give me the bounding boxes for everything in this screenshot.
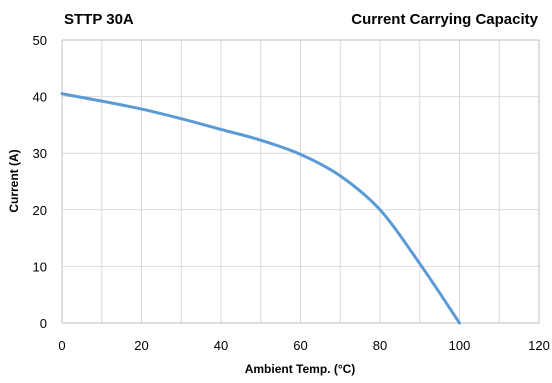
x-tick-label: 0 [58,338,65,353]
grid-layer [61,39,540,324]
x-tick-label: 80 [373,338,387,353]
x-tick-label: 60 [293,338,307,353]
y-tick-label: 10 [33,259,47,274]
x-tick-label: 40 [214,338,228,353]
x-axis-label: Ambient Temp. (°C) [245,362,356,376]
y-tick-label: 0 [40,316,47,331]
x-tick-label: 20 [134,338,148,353]
y-tick-label: 40 [33,90,47,105]
series-layer [60,92,461,325]
x-tick-label: 100 [449,338,471,353]
current-series-line [60,92,461,325]
y-axis-label: Current (A) [7,149,21,212]
chart-subtitle: STTP 30A [64,11,134,28]
chart-title: Current Carrying Capacity [351,11,538,28]
y-tick-label: 30 [33,146,47,161]
y-tick-label: 20 [33,203,47,218]
x-tick-label: 120 [528,338,550,353]
tick-label-layer: 0 20 40 60 80 100 120 0 10 20 30 40 50 [33,33,550,353]
y-tick-label: 50 [33,33,47,48]
